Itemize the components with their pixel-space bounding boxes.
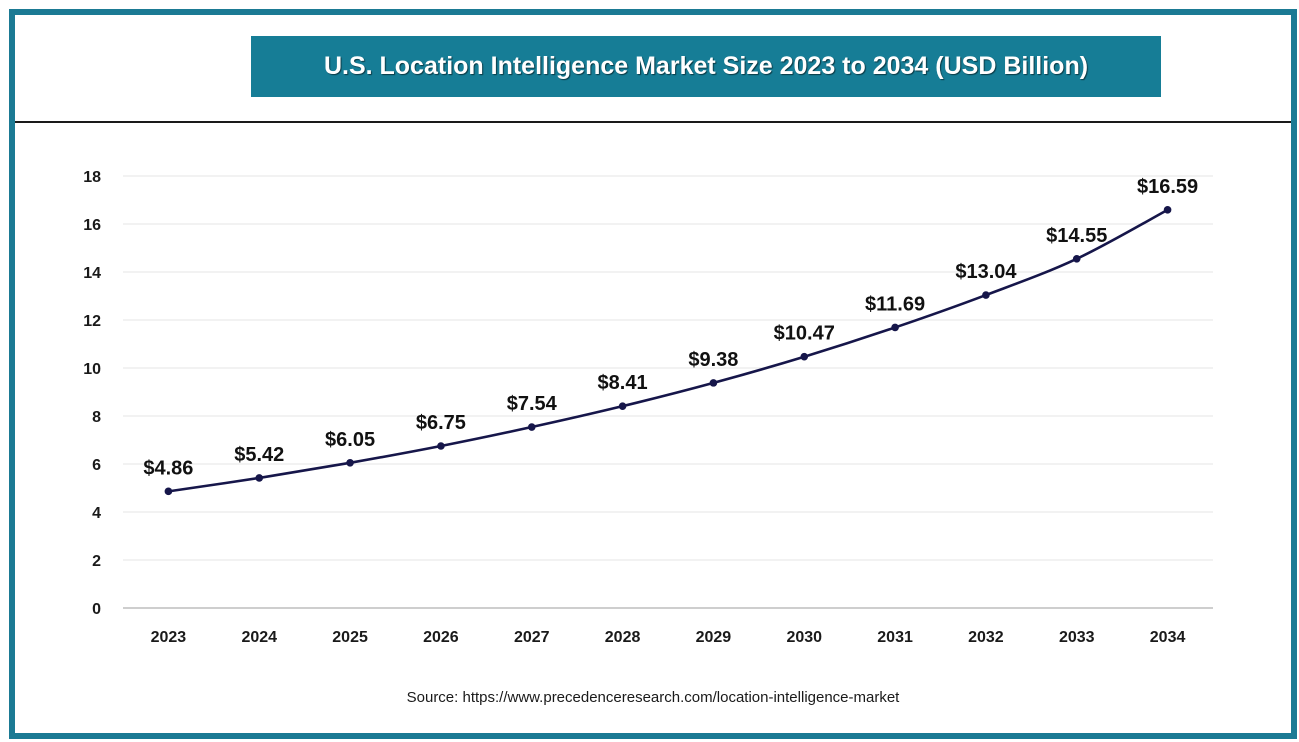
y-tick-label: 0 (92, 601, 101, 618)
data-point (891, 323, 899, 332)
y-tick-label: 16 (83, 217, 101, 234)
y-tick-label: 4 (92, 505, 101, 522)
y-tick-label: 10 (83, 361, 101, 378)
x-tick-label: 2025 (332, 629, 368, 646)
data-label: $4.86 (143, 457, 193, 479)
y-tick-label: 2 (92, 553, 101, 570)
data-point (982, 291, 990, 299)
line-chart: 0 2 4 6 8 10 12 14 16 18 2023 2024 2025 2026 2027 2028 2… (83, 169, 1213, 646)
data-point (1163, 206, 1172, 214)
data-label: $13.04 (955, 261, 1017, 283)
chart-title: U.S. Location Intelligence Market Size 2… (251, 36, 1161, 97)
data-label: $11.69 (865, 293, 925, 315)
source-note: Source: https://www.precedenceresearch.c… (406, 689, 900, 706)
data-label: $8.41 (598, 372, 648, 394)
header-divider (15, 121, 1291, 123)
x-tick-label: 2033 (1059, 629, 1095, 646)
y-tick-label: 8 (92, 409, 101, 426)
data-labels: $4.86 $5.42 $6.05 $6.75 $7.54 $8.41 $9.38 $10.4… (143, 176, 1198, 480)
y-tick-label: 14 (83, 265, 101, 282)
data-label: $14.55 (1046, 225, 1107, 247)
data-label: $5.42 (234, 444, 284, 466)
data-point (255, 474, 264, 482)
data-label: $7.54 (507, 393, 558, 415)
x-tick-label: 2030 (786, 629, 822, 646)
x-tick-label: 2024 (241, 629, 277, 646)
data-label: $6.75 (416, 412, 466, 434)
x-tick-label: 2023 (151, 629, 187, 646)
x-tick-label: 2032 (968, 629, 1004, 646)
chart-frame: U.S. Location Intelligence Market Size 2… (9, 9, 1297, 739)
gridlines (123, 175, 1213, 561)
data-label: $16.59 (1137, 176, 1198, 198)
data-label: $9.38 (688, 349, 738, 371)
x-tick-label: 2029 (696, 629, 732, 646)
series-line-layer (164, 206, 1172, 496)
x-tick-label: 2027 (514, 629, 550, 646)
y-tick-label: 6 (92, 457, 101, 474)
y-tick-label: 12 (83, 313, 101, 330)
axes: 0 2 4 6 8 10 12 14 16 18 2023 2024 2025 2026 2027 2028 2… (83, 169, 1213, 646)
data-point (709, 379, 718, 387)
data-point (437, 442, 445, 450)
y-tick-label: 18 (83, 169, 101, 186)
data-point (527, 423, 536, 431)
data-point (800, 352, 809, 361)
data-point (346, 459, 354, 467)
x-tick-label: 2028 (605, 629, 641, 646)
data-point (164, 487, 173, 496)
data-point (618, 402, 627, 410)
data-point (1072, 255, 1081, 263)
data-label: $6.05 (325, 429, 375, 451)
series-line (168, 208, 1169, 493)
x-tick-label: 2031 (877, 629, 913, 646)
data-label: $10.47 (774, 323, 835, 345)
x-tick-label: 2026 (423, 629, 459, 646)
x-tick-label: 2034 (1150, 629, 1186, 646)
